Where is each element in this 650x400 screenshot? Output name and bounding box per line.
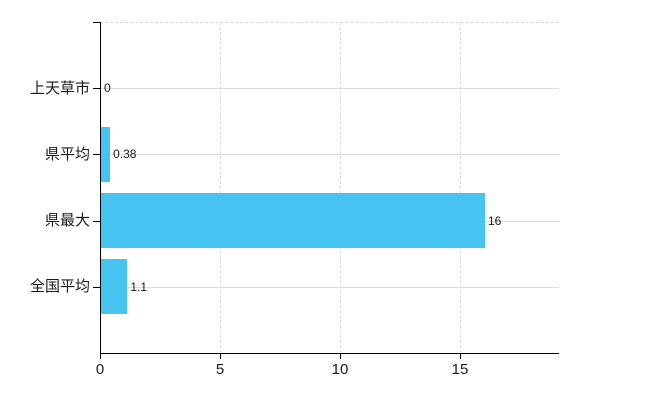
x-tick-label: 5 — [215, 361, 225, 378]
x-tick-label: 15 — [451, 361, 469, 378]
category-label: 県最大 — [44, 212, 90, 230]
h-gridline — [100, 286, 559, 288]
v-gridline — [340, 22, 341, 353]
y-axis — [100, 22, 101, 353]
bar — [101, 259, 128, 315]
x-axis-tick — [340, 354, 341, 359]
value-label: 16 — [488, 213, 502, 228]
h-gridline — [100, 154, 559, 156]
y-axis-tick — [93, 286, 100, 288]
category-label: 上天草市 — [29, 79, 90, 97]
v-gridline — [220, 22, 221, 353]
x-axis-tick — [460, 354, 461, 359]
x-axis-tick — [220, 354, 221, 359]
y-axis-top-tick — [93, 22, 100, 23]
x-tick-label: 0 — [95, 361, 105, 378]
bar — [101, 126, 111, 182]
value-label: 0 — [104, 81, 111, 96]
bar — [101, 193, 485, 249]
x-axis-tick — [100, 354, 101, 359]
h-gridline — [100, 88, 559, 90]
y-axis-tick — [93, 88, 100, 90]
category-label: 全国平均 — [29, 278, 90, 296]
y-axis-tick — [93, 220, 100, 222]
value-label: 0.38 — [113, 147, 137, 162]
x-axis — [100, 353, 559, 354]
value-label: 1.1 — [130, 279, 148, 294]
y-axis-tick — [93, 154, 100, 156]
x-tick-label: 10 — [331, 361, 349, 378]
v-gridline — [460, 22, 461, 353]
category-label: 県平均 — [44, 145, 90, 163]
plot-top-border — [100, 22, 559, 23]
